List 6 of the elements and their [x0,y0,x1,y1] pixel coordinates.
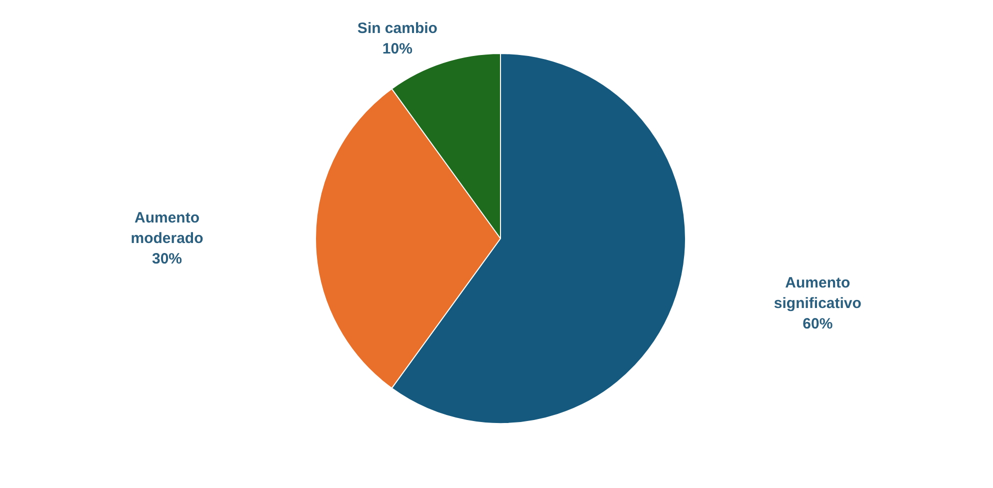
data-label: 30% [152,250,182,268]
data-label: 10% [382,40,412,58]
data-label: 60% [802,315,833,332]
slice-label: Sin cambio [357,20,438,38]
slice-label: Aumento significativo [774,274,862,312]
slice-label: Aumento moderado [130,210,204,247]
